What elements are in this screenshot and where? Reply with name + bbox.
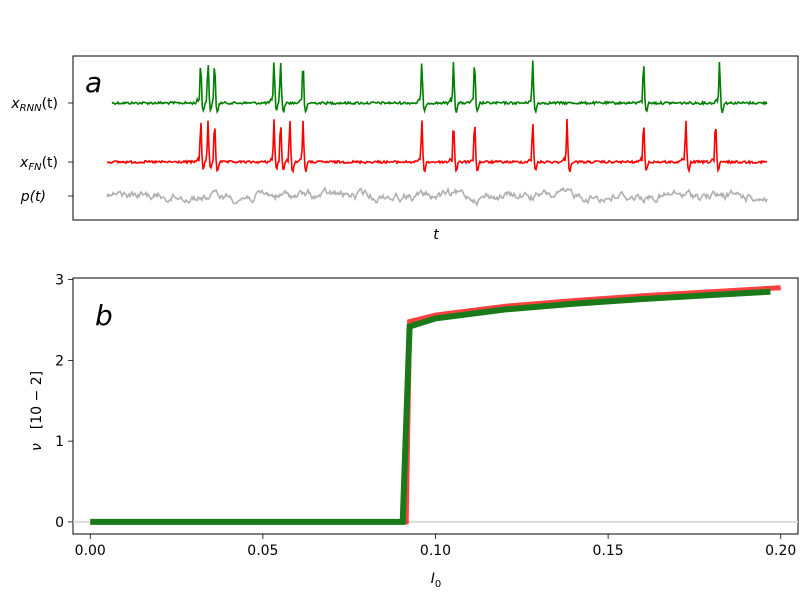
panel-a-letter: a [85,66,102,99]
label-p: p(t) [20,189,46,205]
x-tick-label: 0.20 [765,543,796,559]
panel-a: a xRNN(t) xFN(t) p(t) t [10,55,799,243]
label-i0: I0 [431,571,442,590]
panel-a-traces [106,60,768,208]
panel-a-frame [72,55,799,221]
label-nu: ν[10 − 2] [29,371,45,451]
x-tick-label: 0.00 [75,543,106,559]
x-tick-label: 0.05 [247,543,278,559]
curve-rnn [90,288,771,525]
trace-pt [106,186,768,208]
label-x-rnn: xRNN(t) [10,96,58,114]
trace-xrnnt [111,60,768,115]
trace-xfnt [106,118,768,174]
label-x-fn: xFN(t) [19,155,58,173]
y-tick-label: 3 [55,273,64,289]
panel-b: b 0.00 0.05 0.10 0.15 0.20 0 1 2 3 I0 ν[10 − 2] [29,273,799,590]
y-tick-label: 0 [55,515,64,531]
y-tick-label: 1 [55,434,64,450]
x-tick-label: 0.15 [593,543,624,559]
panel-b-curves [73,285,798,525]
label-t: t [433,227,439,243]
panel-b-letter: b [95,299,113,332]
y-tick-label: 2 [55,353,64,369]
curve-fn [90,285,781,525]
panel-b-ticks: 0.00 0.05 0.10 0.15 0.20 0 1 2 3 [55,273,796,559]
x-tick-label: 0.10 [420,543,451,559]
